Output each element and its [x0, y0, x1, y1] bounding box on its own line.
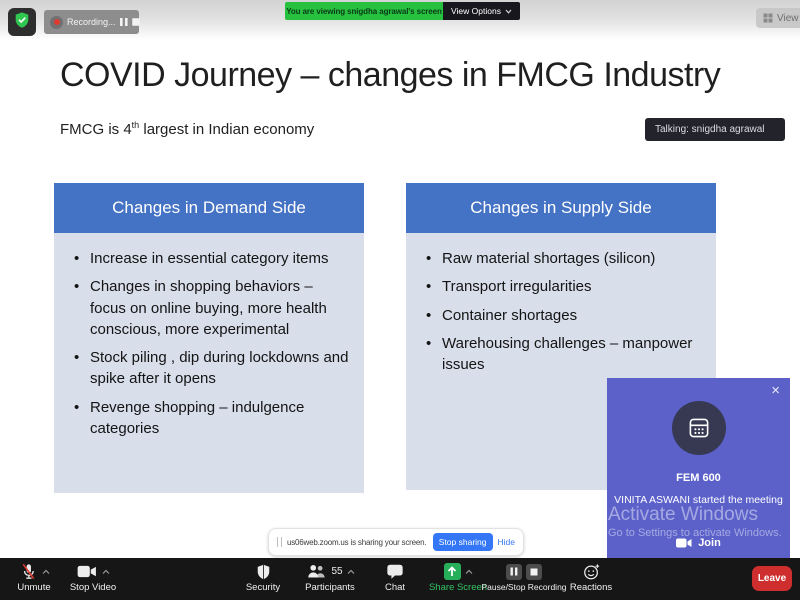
browser-share-bar: us06web.zoom.us is sharing your screen. … [268, 528, 524, 556]
record-dot-icon [50, 15, 63, 29]
view-options-label: View Options [451, 6, 501, 16]
bullet-item: Raw material shortages (silicon) [416, 248, 704, 270]
join-label: Join [698, 537, 721, 549]
chevron-up-icon[interactable] [465, 569, 473, 575]
chevron-up-icon[interactable] [42, 569, 50, 575]
participants-count: 55 [331, 566, 343, 577]
participants-icon [308, 564, 326, 578]
unmute-button[interactable]: Unmute [6, 562, 62, 593]
recording-indicator: Recording... [44, 10, 140, 34]
bullet-list-supply: Raw material shortages (silicon) Transpo… [416, 248, 704, 375]
bullet-item: Warehousing challenges – manpower issues [416, 333, 704, 376]
chevron-up-icon[interactable] [347, 569, 355, 575]
shield-check-icon [13, 11, 31, 34]
bullet-list-demand: Increase in essential category items Cha… [64, 248, 352, 439]
unmute-label: Unmute [17, 582, 51, 593]
camera-icon [676, 538, 692, 548]
pause-stop-recording-button[interactable]: Pause/Stop Recording [480, 562, 568, 592]
close-icon[interactable]: × [771, 382, 780, 399]
supply-side-column: Changes in Supply Side Raw material shor… [406, 183, 716, 490]
column-header-supply: Changes in Supply Side [406, 183, 716, 233]
participants-label: Participants [305, 582, 355, 593]
chat-button[interactable]: Chat [372, 562, 418, 593]
view-button[interactable]: View [756, 8, 800, 28]
join-button[interactable]: Join [607, 537, 790, 549]
security-button[interactable]: Security [233, 562, 293, 593]
pause-icon[interactable] [506, 563, 522, 580]
mic-muted-icon [22, 563, 34, 580]
pause-stop-recording-label: Pause/Stop Recording [481, 582, 567, 592]
windows-watermark-line1: Activate Windows [608, 504, 758, 525]
column-body-demand: Increase in essential category items Cha… [54, 233, 364, 493]
stop-icon [131, 18, 140, 26]
video-icon [77, 565, 96, 578]
share-screen-label: Share Screen [428, 582, 488, 593]
view-label: View [777, 12, 799, 24]
talking-indicator-toast: Talking: snigdha agrawal [645, 118, 785, 141]
slide-title: COVID Journey – changes in FMCG Industry [60, 56, 721, 94]
stop-video-button[interactable]: Stop Video [62, 562, 124, 593]
drag-handle-icon[interactable] [277, 537, 282, 547]
chevron-up-icon[interactable] [102, 569, 110, 575]
bottom-toolbar: Unmute Stop Video Security [0, 558, 800, 600]
column-body-supply: Raw material shortages (silicon) Transpo… [406, 233, 716, 490]
grid-icon [763, 13, 773, 23]
windows-watermark-line2: Go to Settings to activate Windows. [608, 527, 782, 539]
reactions-icon [583, 563, 599, 579]
viewing-banner: You are viewing snigdha agrawal's screen [285, 2, 443, 20]
share-bar-message: us06web.zoom.us is sharing your screen. [287, 537, 427, 547]
demand-side-column: Changes in Demand Side Increase in essen… [54, 183, 364, 493]
pause-recording-button[interactable] [119, 17, 128, 27]
chat-label: Chat [384, 582, 406, 593]
subtitle-text: FMCG is 4 [60, 121, 132, 138]
security-label: Security [245, 582, 281, 593]
reactions-button[interactable]: Reactions [566, 562, 616, 593]
chevron-down-icon [505, 9, 512, 14]
stop-recording-button[interactable] [131, 18, 140, 26]
stop-sharing-button[interactable]: Stop sharing [432, 533, 493, 551]
slide-subtitle: FMCG is 4th largest in Indian economy [60, 120, 314, 138]
bullet-item: Changes in shopping behaviors – focus on… [64, 276, 352, 340]
pause-icon [119, 18, 128, 26]
view-options-button[interactable]: View Options [443, 2, 520, 20]
hide-button[interactable]: Hide [497, 537, 515, 547]
share-screen-button[interactable]: Share Screen [422, 562, 494, 593]
meeting-started-notification: × FEM 600 VINITA ASWANI started the meet… [607, 378, 790, 558]
meeting-info-badge[interactable] [8, 8, 36, 36]
bullet-item: Transport irregularities [416, 276, 704, 298]
calendar-icon [689, 418, 708, 438]
share-screen-icon [443, 563, 461, 580]
notification-avatar [671, 401, 726, 455]
subtitle-text: largest in Indian economy [139, 121, 315, 138]
bullet-item: Stock piling , dip during lockdowns and … [64, 347, 352, 390]
leave-button[interactable]: Leave [752, 566, 792, 591]
bullet-item: Increase in essential category items [64, 248, 352, 270]
recording-label: Recording... [67, 17, 116, 27]
notification-message: VINITA ASWANI started the meeting [614, 494, 783, 506]
stop-icon[interactable] [526, 563, 542, 580]
subtitle-superscript: th [131, 120, 140, 130]
reactions-label: Reactions [569, 582, 613, 593]
shield-icon [257, 564, 269, 579]
bullet-item: Container shortages [416, 305, 704, 327]
chat-icon [387, 564, 403, 579]
notification-title: FEM 600 [676, 472, 721, 484]
bullet-item: Revenge shopping – indulgence categories [64, 397, 352, 440]
stop-video-label: Stop Video [69, 582, 117, 593]
participants-button[interactable]: 55 Participants [294, 562, 366, 593]
column-header-demand: Changes in Demand Side [54, 183, 364, 233]
